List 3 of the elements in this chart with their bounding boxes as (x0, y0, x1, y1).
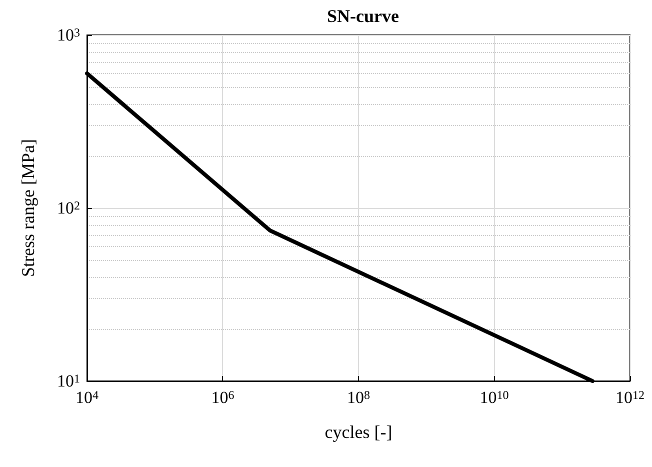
chart-title: SN-curve (327, 6, 399, 26)
y-axis-title: Stress range [MPa] (18, 139, 38, 277)
x-axis-title: cycles [-] (324, 422, 392, 442)
